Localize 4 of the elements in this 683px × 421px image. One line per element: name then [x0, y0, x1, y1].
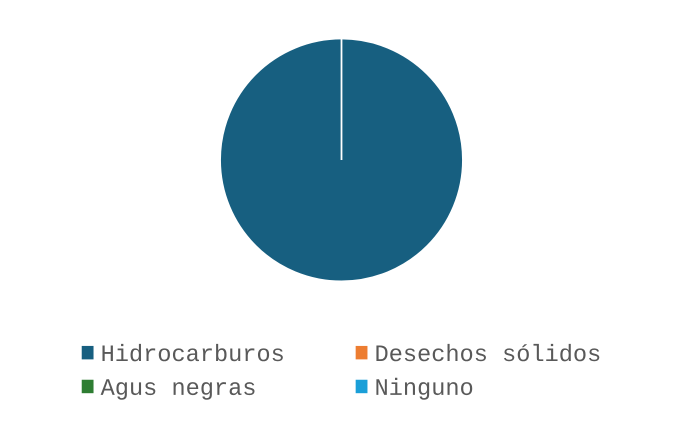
legend-label: Desechos sólidos	[376, 344, 600, 362]
legend-label: Hidrocarburos	[102, 344, 283, 362]
legend-label: Ninguno	[376, 378, 472, 400]
legend-label: Agus negras	[100, 379, 255, 400]
